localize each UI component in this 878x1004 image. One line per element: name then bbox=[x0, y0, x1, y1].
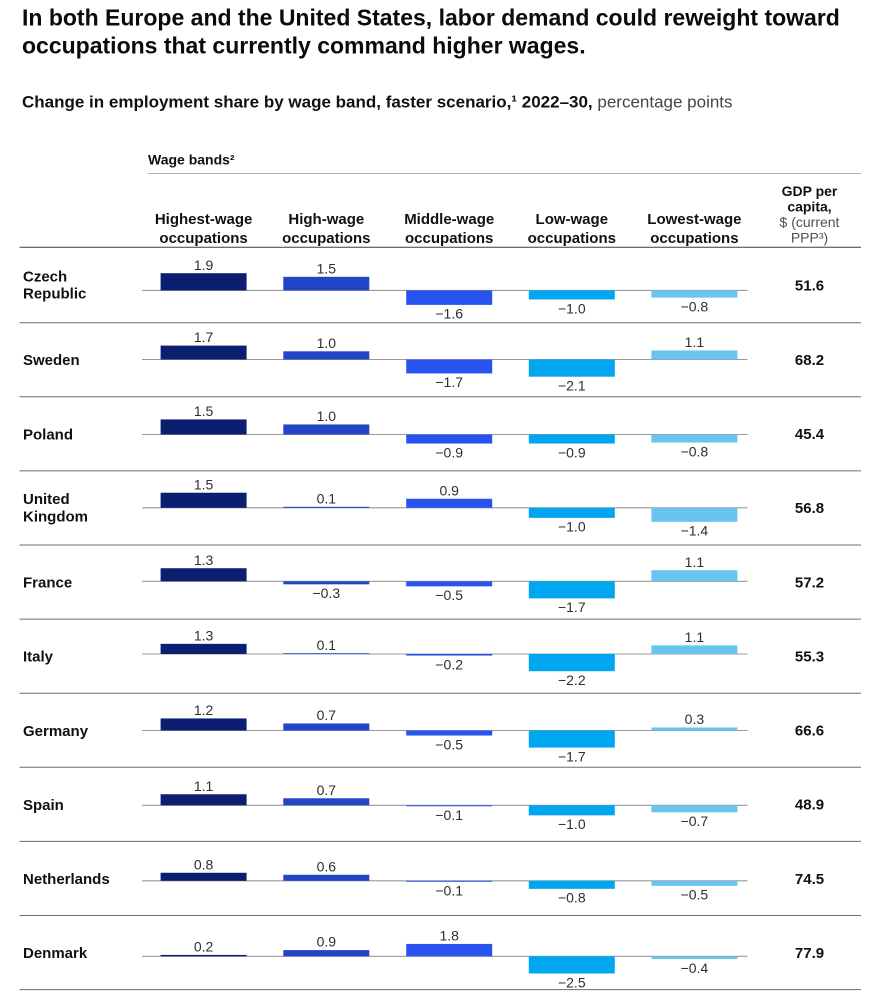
svg-text:Lowest-wage: Lowest-wage bbox=[647, 211, 741, 228]
svg-text:66.6: 66.6 bbox=[795, 723, 824, 740]
svg-text:−1.6: −1.6 bbox=[435, 306, 463, 322]
svg-text:Low-wage: Low-wage bbox=[536, 211, 609, 228]
svg-text:1.5: 1.5 bbox=[194, 476, 214, 492]
svg-text:Italy: Italy bbox=[23, 649, 54, 666]
svg-text:1.0: 1.0 bbox=[317, 408, 337, 424]
svg-text:57.2: 57.2 bbox=[795, 574, 824, 591]
svg-text:1.5: 1.5 bbox=[194, 403, 214, 419]
svg-text:Wage bands²: Wage bands² bbox=[148, 152, 235, 168]
svg-text:Change in employment share by: Change in employment share by wage band,… bbox=[22, 92, 733, 111]
svg-text:occupations: occupations bbox=[159, 230, 247, 247]
svg-text:GDP per: GDP per bbox=[782, 183, 838, 199]
svg-text:−1.7: −1.7 bbox=[558, 748, 586, 764]
svg-text:Spain: Spain bbox=[23, 797, 64, 814]
svg-text:Netherlands: Netherlands bbox=[23, 871, 110, 888]
svg-text:occupations: occupations bbox=[405, 230, 493, 247]
svg-text:0.6: 0.6 bbox=[317, 858, 337, 874]
svg-text:45.4: 45.4 bbox=[795, 426, 825, 443]
svg-text:Czech: Czech bbox=[23, 268, 67, 285]
svg-text:1.1: 1.1 bbox=[685, 334, 705, 350]
svg-text:1.3: 1.3 bbox=[194, 552, 214, 568]
svg-text:51.6: 51.6 bbox=[795, 277, 824, 294]
svg-text:1.7: 1.7 bbox=[194, 329, 214, 345]
svg-text:occupations: occupations bbox=[528, 230, 616, 247]
svg-text:occupations that currently com: occupations that currently command highe… bbox=[22, 33, 586, 59]
svg-text:0.7: 0.7 bbox=[317, 782, 337, 798]
svg-text:1.3: 1.3 bbox=[194, 627, 214, 643]
svg-text:0.9: 0.9 bbox=[317, 934, 337, 950]
svg-text:0.8: 0.8 bbox=[194, 856, 214, 872]
svg-text:Sweden: Sweden bbox=[23, 352, 80, 369]
svg-text:Germany: Germany bbox=[23, 723, 89, 740]
svg-text:Highest-wage: Highest-wage bbox=[155, 211, 253, 228]
svg-text:1.1: 1.1 bbox=[685, 629, 705, 645]
svg-text:Middle-wage: Middle-wage bbox=[404, 211, 494, 228]
svg-text:1.8: 1.8 bbox=[439, 928, 459, 944]
svg-text:Poland: Poland bbox=[23, 426, 73, 443]
svg-text:68.2: 68.2 bbox=[795, 352, 824, 369]
svg-text:$ (current: $ (current bbox=[780, 214, 840, 230]
svg-text:−0.7: −0.7 bbox=[681, 813, 709, 829]
svg-text:PPP³): PPP³) bbox=[791, 230, 828, 246]
svg-text:1.0: 1.0 bbox=[317, 335, 337, 351]
svg-text:−1.0: −1.0 bbox=[558, 519, 586, 535]
svg-text:−2.1: −2.1 bbox=[558, 378, 586, 394]
svg-text:−0.8: −0.8 bbox=[681, 298, 709, 314]
svg-text:−0.4: −0.4 bbox=[681, 960, 709, 976]
svg-text:occupations: occupations bbox=[282, 230, 370, 247]
svg-text:55.3: 55.3 bbox=[795, 649, 824, 666]
svg-text:−1.0: −1.0 bbox=[558, 816, 586, 832]
svg-text:−0.8: −0.8 bbox=[558, 890, 586, 906]
svg-text:−0.5: −0.5 bbox=[435, 587, 463, 603]
svg-text:United: United bbox=[23, 491, 70, 508]
svg-text:48.9: 48.9 bbox=[795, 797, 824, 814]
svg-text:0.1: 0.1 bbox=[317, 637, 337, 653]
svg-text:−0.2: −0.2 bbox=[435, 656, 463, 672]
svg-text:−0.1: −0.1 bbox=[435, 883, 463, 899]
svg-text:1.2: 1.2 bbox=[194, 702, 214, 718]
svg-text:In both Europe and the United: In both Europe and the United States, la… bbox=[22, 5, 840, 31]
svg-text:0.7: 0.7 bbox=[317, 707, 337, 723]
svg-text:−0.9: −0.9 bbox=[558, 444, 586, 460]
svg-text:1.9: 1.9 bbox=[194, 257, 214, 273]
svg-text:capita,: capita, bbox=[787, 199, 831, 215]
svg-text:0.1: 0.1 bbox=[317, 490, 337, 506]
svg-text:74.5: 74.5 bbox=[795, 871, 824, 888]
svg-text:1.5: 1.5 bbox=[317, 260, 337, 276]
svg-text:−1.7: −1.7 bbox=[435, 374, 463, 390]
svg-text:77.9: 77.9 bbox=[795, 945, 824, 962]
svg-text:−0.8: −0.8 bbox=[681, 443, 709, 459]
svg-text:1.1: 1.1 bbox=[194, 778, 214, 794]
svg-text:56.8: 56.8 bbox=[795, 500, 824, 517]
svg-text:−1.0: −1.0 bbox=[558, 300, 586, 316]
svg-text:Republic: Republic bbox=[23, 286, 86, 303]
svg-text:−0.3: −0.3 bbox=[312, 585, 340, 601]
svg-text:occupations: occupations bbox=[650, 230, 738, 247]
svg-text:−0.9: −0.9 bbox=[435, 444, 463, 460]
svg-text:France: France bbox=[23, 575, 72, 592]
svg-text:High-wage: High-wage bbox=[288, 211, 364, 228]
svg-text:0.3: 0.3 bbox=[685, 711, 705, 727]
svg-text:1.1: 1.1 bbox=[685, 554, 705, 570]
svg-text:−1.4: −1.4 bbox=[681, 523, 709, 539]
svg-text:−2.2: −2.2 bbox=[558, 672, 586, 688]
svg-text:Denmark: Denmark bbox=[23, 945, 88, 962]
svg-text:0.2: 0.2 bbox=[194, 939, 214, 955]
svg-text:Kingdom: Kingdom bbox=[23, 509, 88, 526]
svg-text:−0.5: −0.5 bbox=[681, 887, 709, 903]
svg-text:−2.5: −2.5 bbox=[558, 974, 586, 990]
svg-text:−0.5: −0.5 bbox=[435, 736, 463, 752]
svg-text:−0.1: −0.1 bbox=[435, 807, 463, 823]
svg-text:−1.7: −1.7 bbox=[558, 599, 586, 615]
svg-text:0.9: 0.9 bbox=[439, 482, 459, 498]
